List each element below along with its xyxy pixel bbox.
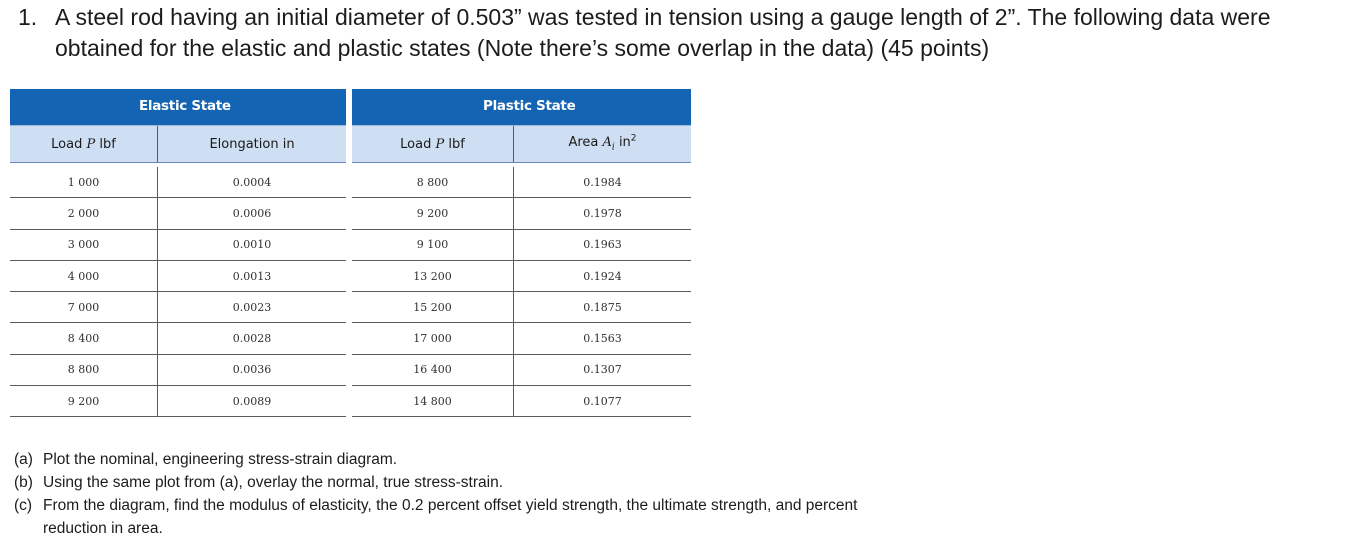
elastic-table-row: 7 000 0.0023	[10, 292, 346, 324]
plastic-area-cell: 0.1875	[513, 292, 691, 323]
elastic-state-table: Elastic State Load P lbf Elongation in 1…	[10, 89, 346, 418]
problem-number: 1.	[18, 4, 38, 30]
elastic-elongation-cell: 0.0010	[157, 229, 346, 260]
elastic-load-cell: 7 000	[67, 300, 100, 314]
elastic-load-cell: 1 000	[67, 175, 100, 189]
plastic-area-cell: 0.1563	[513, 323, 691, 354]
plastic-table-row: 9 100 0.1963	[352, 229, 691, 261]
plastic-table-title: Plastic State	[483, 98, 576, 114]
elastic-table-row: 3 000 0.0010	[10, 229, 346, 261]
plastic-load-cell: 15 200	[413, 300, 452, 314]
elastic-table-row: 2 000 0.0006	[10, 198, 346, 230]
question-item: (c) From the diagram, find the modulus o…	[14, 494, 874, 540]
elastic-elongation-cell: 0.0089	[157, 386, 346, 417]
question-item: (b) Using the same plot from (a), overla…	[14, 471, 874, 494]
elastic-table-title-band: Elastic State	[10, 89, 346, 125]
elastic-load-cell: 8 400	[67, 332, 100, 346]
plastic-area-cell: 0.1963	[513, 229, 691, 260]
plastic-table-row: 16 400 0.1307	[352, 354, 691, 387]
plastic-table-row: 14 800 0.1077	[352, 386, 691, 418]
plastic-load-cell: 9 100	[416, 238, 449, 252]
plastic-table-row: 15 200 0.1875	[352, 292, 691, 324]
plastic-table-row: 8 800 0.1984	[352, 167, 691, 199]
question-text: Using the same plot from (a), overlay th…	[43, 474, 503, 491]
elastic-load-cell: 2 000	[67, 206, 100, 220]
elastic-elongation-cell: 0.0028	[157, 323, 346, 354]
elastic-table-body: 1 000 0.0004 2 000 0.0006 3 000 0.0010 4 000 0.…	[10, 167, 346, 418]
plastic-table-row: 13 200 0.1924	[352, 260, 691, 293]
plastic-table-title-band: Plastic State	[352, 89, 691, 125]
elastic-load-cell: 9 200	[67, 394, 100, 408]
plastic-area-cell: 0.1077	[513, 386, 691, 417]
elastic-table-header: Load P lbf Elongation in	[10, 125, 346, 163]
question-label: (a)	[14, 451, 33, 468]
plastic-load-cell: 14 800	[413, 394, 452, 408]
elastic-table-row: 1 000 0.0004	[10, 167, 346, 199]
question-item: (a) Plot the nominal, engineering stress…	[14, 448, 874, 471]
plastic-table-header: Load P lbf Area Ai in2	[352, 125, 691, 163]
elastic-load-cell: 4 000	[67, 269, 100, 283]
elastic-load-header: Load P lbf	[51, 136, 116, 152]
elastic-table-row: 4 000 0.0013	[10, 260, 346, 293]
problem-text: A steel rod having an initial diameter o…	[55, 4, 1271, 61]
elastic-elongation-cell: 0.0036	[157, 354, 346, 386]
plastic-table-row: 17 000 0.1563	[352, 323, 691, 355]
question-text: Plot the nominal, engineering stress-str…	[43, 451, 398, 468]
question-label: (b)	[14, 474, 33, 491]
plastic-state-table: Plastic State Load P lbf Area Ai in2 8 8…	[352, 89, 691, 418]
problem-statement: 1. A steel rod having an initial diamete…	[18, 2, 1338, 64]
question-label: (c)	[14, 497, 33, 514]
elastic-table-row: 8 400 0.0028	[10, 323, 346, 355]
elastic-elongation-header: Elongation in	[157, 126, 346, 162]
plastic-load-cell: 16 400	[413, 363, 452, 377]
plastic-load-cell: 8 800	[416, 175, 449, 189]
elastic-load-cell: 3 000	[67, 238, 100, 252]
elastic-table-row: 8 800 0.0036	[10, 354, 346, 387]
plastic-load-cell: 9 200	[416, 206, 449, 220]
elastic-load-cell: 8 800	[67, 363, 100, 377]
plastic-load-cell: 13 200	[413, 269, 452, 283]
elastic-elongation-cell: 0.0004	[157, 167, 346, 198]
plastic-table-row: 9 200 0.1978	[352, 198, 691, 230]
elastic-elongation-cell: 0.0006	[157, 198, 346, 229]
plastic-load-cell: 17 000	[413, 332, 452, 346]
plastic-table-body: 8 800 0.1984 9 200 0.1978 9 100 0.1963 13 200 0…	[352, 167, 691, 418]
plastic-area-cell: 0.1978	[513, 198, 691, 229]
elastic-table-title: Elastic State	[139, 98, 231, 114]
question-text: From the diagram, find the modulus of el…	[43, 497, 858, 537]
question-list: (a) Plot the nominal, engineering stress…	[14, 448, 874, 540]
elastic-elongation-cell: 0.0013	[157, 260, 346, 292]
plastic-area-cell: 0.1984	[513, 167, 691, 198]
elastic-table-row: 9 200 0.0089	[10, 386, 346, 418]
plastic-area-cell: 0.1924	[513, 260, 691, 292]
plastic-load-header: Load P lbf	[400, 136, 465, 152]
plastic-area-cell: 0.1307	[513, 354, 691, 386]
elastic-elongation-cell: 0.0023	[157, 292, 346, 323]
plastic-area-header: Area Ai in2	[513, 126, 691, 162]
